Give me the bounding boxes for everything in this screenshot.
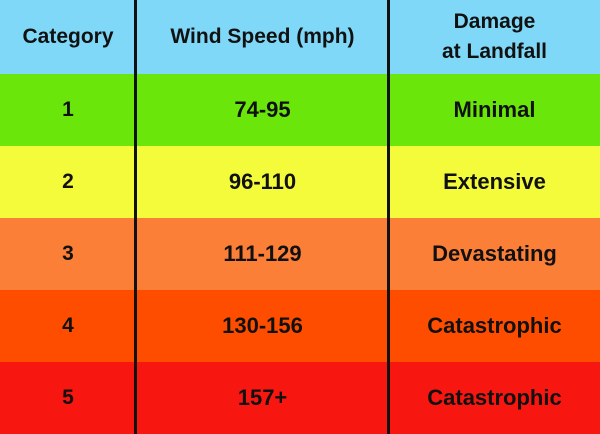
category-cell: 1: [62, 98, 74, 121]
damage-cell: Extensive: [443, 169, 546, 194]
category-cell: 4: [62, 314, 74, 337]
table-row-category-4: 4 130-156 Catastrophic: [0, 290, 600, 362]
table-row-category-1: 1 74-95 Minimal: [0, 74, 600, 146]
column-divider: [387, 0, 390, 434]
table-row-category-5: 5 157+ Catastrophic: [0, 362, 600, 434]
header-category: Category: [22, 25, 114, 48]
category-cell: 3: [62, 242, 74, 265]
header-damage: Damage at Landfall: [441, 10, 547, 63]
category-cell: 2: [62, 170, 74, 193]
wind-speed-cell: 96-110: [228, 169, 297, 194]
wind-speed-cell: 130-156: [222, 313, 303, 338]
table-row-category-2: 2 96-110 Extensive: [0, 146, 600, 218]
damage-cell: Catastrophic: [427, 385, 562, 410]
table-header-row: Category Wind Speed (mph) Damage at Land…: [0, 0, 600, 74]
wind-speed-cell: 111-129: [223, 241, 302, 266]
damage-cell: Devastating: [432, 241, 557, 266]
table-row-category-3: 3 111-129 Devastating: [0, 218, 600, 290]
wind-speed-cell: 74-95: [234, 97, 291, 122]
header-wind-speed: Wind Speed (mph): [170, 25, 355, 48]
category-cell: 5: [62, 386, 74, 409]
damage-cell: Catastrophic: [427, 313, 562, 338]
wind-speed-cell: 157+: [237, 385, 288, 410]
column-divider: [134, 0, 137, 434]
damage-cell: Minimal: [453, 97, 536, 122]
